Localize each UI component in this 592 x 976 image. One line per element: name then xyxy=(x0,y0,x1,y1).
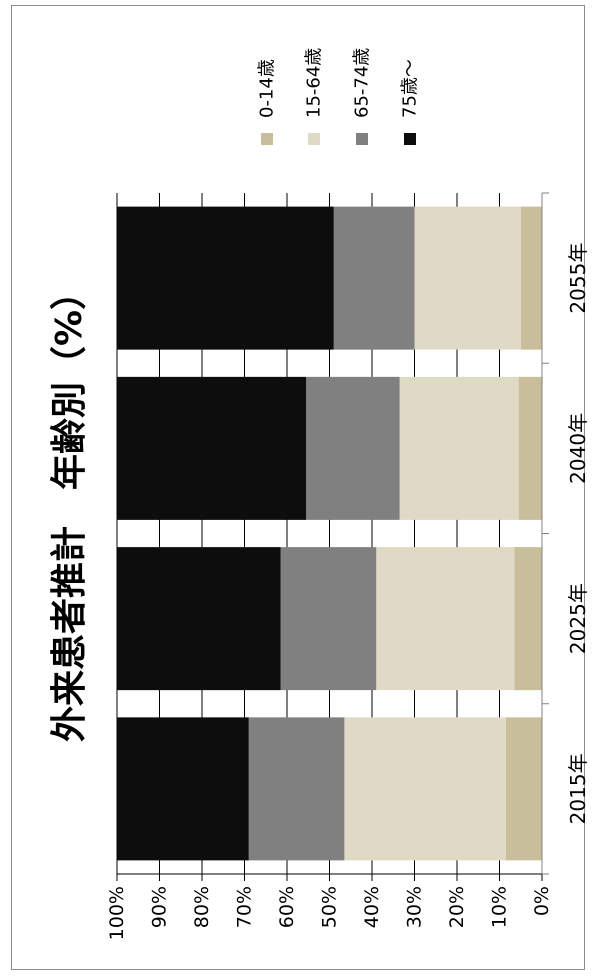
bar-segment xyxy=(514,547,542,691)
tick-label: 70% xyxy=(234,886,256,928)
legend-label: 75歳～ xyxy=(400,59,421,118)
category-labels: 2015年 2025年 2040年 2055年 xyxy=(566,243,590,825)
bar-segment xyxy=(117,376,307,520)
bar-segment xyxy=(376,547,515,691)
bars xyxy=(117,206,542,861)
axes xyxy=(116,192,549,881)
tick-label: 0% xyxy=(531,886,553,916)
bar-segment xyxy=(399,376,519,520)
legend-swatch xyxy=(261,133,273,145)
bar-segment xyxy=(520,206,542,350)
legend-swatch xyxy=(404,133,416,145)
bar-segment xyxy=(248,717,345,861)
category-label: 2025年 xyxy=(566,583,590,654)
tick-label: 100% xyxy=(106,886,128,940)
tick-label: 10% xyxy=(489,886,511,928)
bar-segment xyxy=(117,206,334,350)
bar-segment xyxy=(117,547,281,691)
legend-label: 65-74歳 xyxy=(352,48,373,118)
tick-label: 40% xyxy=(361,886,383,928)
tick-label: 80% xyxy=(191,886,213,928)
bar-segment xyxy=(505,717,542,861)
bar-segment xyxy=(414,206,521,350)
bar-segment xyxy=(344,717,506,861)
bar-segment xyxy=(117,717,249,861)
bar-segment xyxy=(280,547,377,691)
bar-segment xyxy=(518,376,542,520)
tick-label: 90% xyxy=(149,886,171,928)
category-label: 2040年 xyxy=(566,413,590,484)
legend-swatch xyxy=(308,133,320,145)
tick-label: 30% xyxy=(404,886,426,928)
legend-swatch xyxy=(356,133,368,145)
tick-label: 60% xyxy=(276,886,298,928)
legend: 0-14歳 15-64歳 65-74歳 75歳～ xyxy=(257,48,421,145)
legend-label: 0-14歳 xyxy=(257,59,278,118)
bar-segment xyxy=(333,206,415,350)
category-label: 2015年 xyxy=(566,753,590,824)
chart-frame xyxy=(11,5,585,970)
tick-labels: 0% 10% 20% 30% 40% 50% 60% 70% 80% 90% 100% xyxy=(106,886,553,940)
bar-segment xyxy=(306,376,400,520)
legend-label: 15-64歳 xyxy=(304,48,325,118)
tick-label: 20% xyxy=(446,886,468,928)
tick-label: 50% xyxy=(319,886,341,928)
category-label: 2055年 xyxy=(566,243,590,314)
chart-title: 外来患者推計 年齢別（%） xyxy=(49,274,90,742)
